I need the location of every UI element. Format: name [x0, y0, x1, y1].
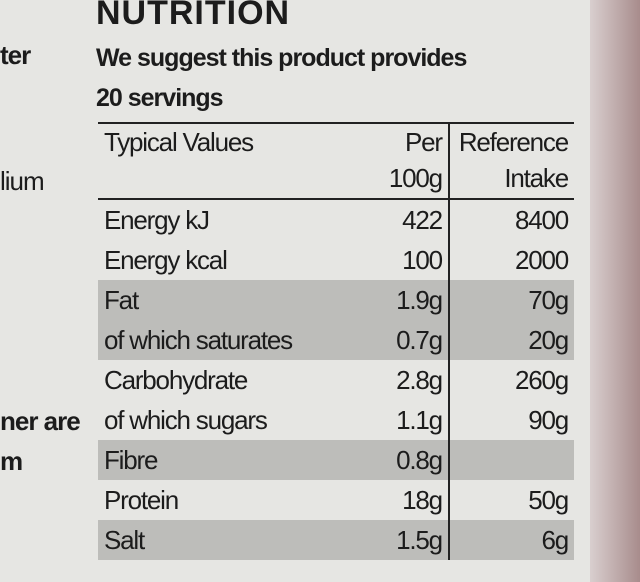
side-fragment: ner are — [0, 406, 81, 436]
nutrient-value: 260g — [514, 364, 569, 395]
header-cell: Per 100g — [354, 123, 450, 199]
subtitle-line: We suggest this product provides — [96, 44, 467, 72]
nutrient-name: of which saturates — [104, 324, 293, 355]
package-edge — [590, 0, 640, 582]
nutrient-value: 422 — [354, 199, 450, 240]
nutrient-row: Energy kcal 100 2000 — [98, 240, 574, 280]
side-fragment: m — [0, 446, 23, 476]
header-cell: Reference Intake — [458, 127, 569, 193]
title: NUTRITION — [96, 0, 291, 32]
nutrient-row: Carbohydrate 2.8g 260g — [98, 360, 574, 400]
nutrient-value: 1.9g — [354, 280, 450, 320]
nutrient-value: 2000 — [514, 244, 569, 275]
subtitle: We suggest this product provides 20 serv… — [96, 38, 467, 118]
nutrient-value: 100 — [354, 240, 450, 280]
nutrient-name: Carbohydrate — [104, 364, 248, 395]
nutrient-value: 18g — [354, 480, 450, 520]
nutrient-value: 50g — [528, 484, 569, 515]
nutrient-value: 6g — [541, 524, 569, 555]
nutrient-name: Protein — [104, 484, 179, 515]
nutrient-row: Energy kJ 422 8400 — [98, 199, 574, 240]
nutrient-name: Energy kJ — [104, 204, 210, 235]
nutrient-name: of which sugars — [104, 404, 268, 435]
nutrient-value: 0.8g — [354, 440, 450, 480]
nutrient-value: 1.5g — [354, 520, 450, 560]
nutrient-row: Protein 18g 50g — [98, 480, 574, 520]
nutrient-name: Fat — [104, 284, 139, 315]
nutrient-name: Fibre — [104, 444, 158, 475]
nutrient-row: of which saturates 0.7g 20g — [98, 320, 574, 360]
header-cell: Typical Values — [104, 127, 254, 157]
nutrient-row: Salt 1.5g 6g — [98, 520, 574, 560]
nutrient-value: 90g — [528, 404, 569, 435]
subtitle-line: 20 servings — [96, 84, 224, 112]
nutrient-name: Salt — [104, 524, 145, 555]
side-fragment: ter — [0, 40, 31, 70]
nutrient-value: 70g — [528, 284, 569, 315]
nutrient-value: 2.8g — [354, 360, 450, 400]
nutrient-value — [449, 440, 574, 480]
side-fragment: lium — [0, 166, 45, 196]
nutrient-value: 1.1g — [354, 400, 450, 440]
nutrient-value: 0.7g — [354, 320, 450, 360]
nutrient-row: Fat 1.9g 70g — [98, 280, 574, 320]
nutrition-table: Typical Values Per 100g Reference Intake… — [98, 122, 574, 560]
nutrient-value: 20g — [528, 324, 569, 355]
nutrient-row: Fibre 0.8g — [98, 440, 574, 480]
nutrient-value: 8400 — [514, 204, 569, 235]
nutrient-row: of which sugars 1.1g 90g — [98, 400, 574, 440]
nutrient-name: Energy kcal — [104, 244, 228, 275]
header-row: Typical Values Per 100g Reference Intake — [98, 123, 574, 199]
